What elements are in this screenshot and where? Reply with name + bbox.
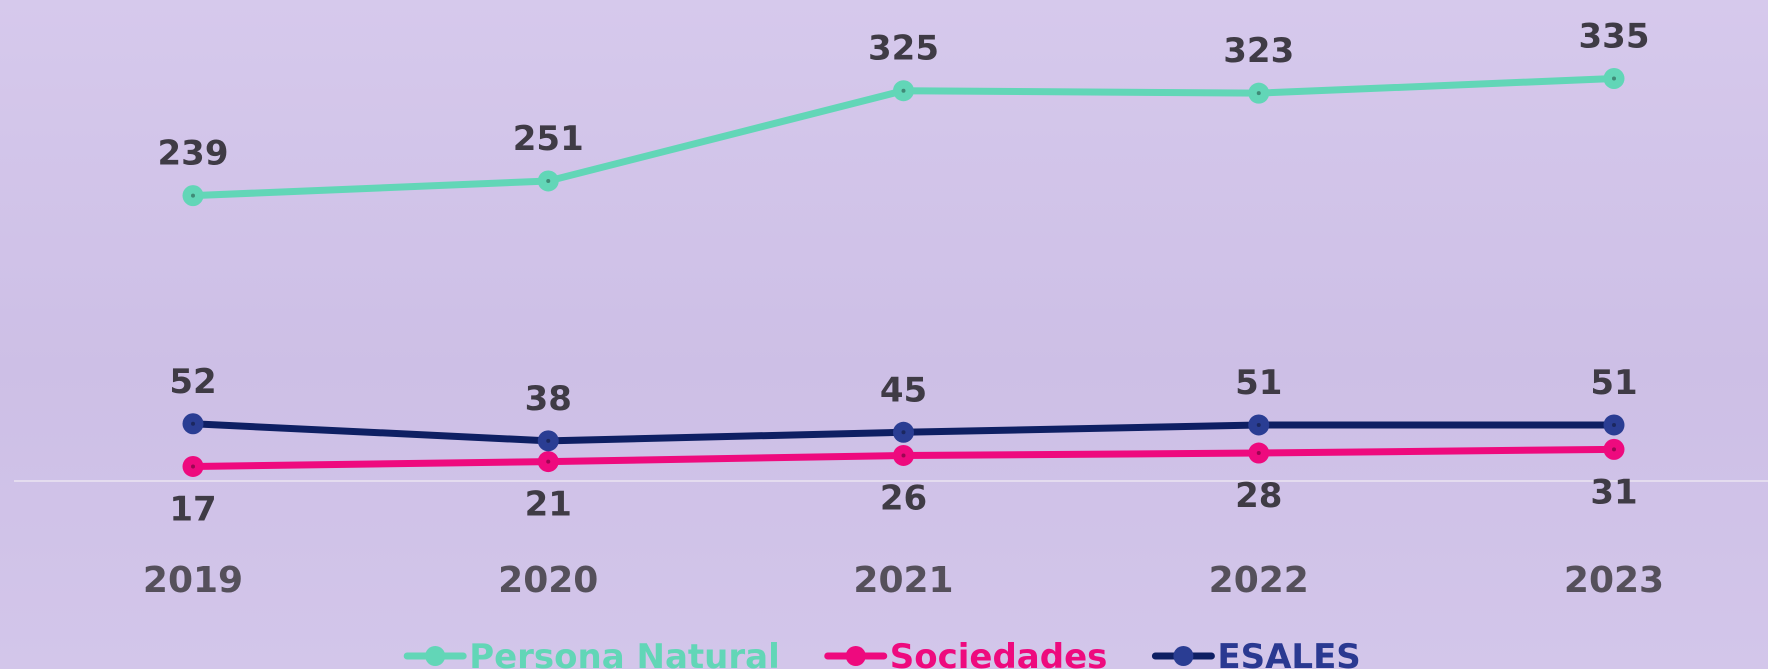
data-point-center-esales-2022 (1256, 422, 1261, 427)
data-point-persona-natural-2019 (182, 185, 204, 207)
x-tick-label-2022: 2022 (1209, 560, 1309, 601)
series-sociedades (182, 438, 1625, 477)
series-layer (182, 68, 1625, 477)
legend-label-sociedades: Sociedades (890, 637, 1108, 669)
data-point-center-esales-2021 (901, 430, 906, 435)
legend-item-persona-natural: Persona Natural (403, 637, 780, 669)
value-label-persona-natural-2021: 325 (868, 29, 939, 69)
data-point-esales-2021 (893, 421, 914, 443)
data-point-center-persona-natural-2019 (191, 193, 195, 198)
data-point-esales-2022 (1248, 414, 1270, 436)
data-point-center-sociedades-2023 (1612, 447, 1616, 452)
data-point-persona-natural-2023 (1603, 68, 1625, 89)
legend-label-persona-natural: Persona Natural (469, 637, 780, 669)
x-tick-label-2021: 2021 (853, 560, 953, 601)
value-label-persona-natural-2023: 335 (1579, 17, 1650, 57)
data-point-sociedades-2023 (1603, 438, 1625, 460)
value-label-esales-2023: 51 (1590, 363, 1637, 403)
data-point-center-persona-natural-2023 (1612, 76, 1616, 81)
data-point-center-sociedades-2019 (191, 464, 195, 469)
value-label-sociedades-2020: 21 (525, 485, 572, 525)
series-esales (182, 413, 1625, 452)
value-label-esales-2021: 45 (880, 370, 927, 410)
value-label-sociedades-2023: 31 (1590, 472, 1637, 512)
legend-swatch-marker-esales (1173, 646, 1194, 666)
data-point-center-esales-2019 (191, 421, 195, 426)
data-point-sociedades-2019 (182, 455, 204, 477)
data-point-sociedades-2020 (537, 451, 559, 473)
x-tick-label-2020: 2020 (498, 560, 598, 601)
x-tick-labels: 2019 2020 2021 2022 2023 (143, 560, 1664, 601)
legend-swatch-marker-persona-natural (425, 646, 446, 666)
data-point-persona-natural-2020 (537, 170, 559, 192)
value-label-persona-natural-2022: 323 (1223, 31, 1294, 71)
data-point-center-esales-2023 (1612, 422, 1616, 427)
data-point-esales-2020 (537, 430, 559, 452)
value-label-esales-2020: 38 (525, 379, 572, 419)
legend-label-esales: ESALES (1217, 637, 1360, 669)
value-label-persona-natural-2020: 251 (513, 119, 584, 159)
data-point-center-persona-natural-2021 (901, 88, 906, 93)
data-point-center-sociedades-2022 (1256, 451, 1261, 456)
data-point-persona-natural-2021 (893, 80, 914, 102)
data-point-esales-2019 (182, 413, 204, 435)
data-point-sociedades-2022 (1248, 442, 1270, 464)
legend: Persona Natural Sociedades ESALES (403, 637, 1361, 669)
data-point-center-sociedades-2021 (901, 453, 906, 458)
legend-swatch-marker-sociedades (845, 646, 866, 666)
value-label-persona-natural-2019: 239 (158, 134, 229, 174)
value-label-sociedades-2021: 26 (880, 478, 927, 518)
data-point-center-persona-natural-2020 (546, 178, 551, 183)
x-tick-label-2019: 2019 (143, 560, 243, 601)
series-persona-natural (182, 68, 1625, 207)
value-labels: 239 251 325 323 335 17 21 26 28 31 52 38 45 51 51 (158, 17, 1650, 530)
legend-item-esales: ESALES (1151, 637, 1361, 669)
data-point-sociedades-2021 (893, 444, 914, 466)
value-label-sociedades-2019: 17 (169, 489, 216, 529)
data-point-center-persona-natural-2022 (1256, 91, 1261, 96)
value-label-esales-2022: 51 (1235, 363, 1282, 403)
value-label-esales-2019: 52 (169, 362, 216, 402)
legend-item-sociedades: Sociedades (824, 637, 1108, 669)
data-point-center-sociedades-2020 (546, 459, 551, 464)
data-point-esales-2023 (1603, 414, 1625, 436)
x-tick-label-2023: 2023 (1564, 560, 1664, 601)
data-point-center-esales-2020 (546, 438, 551, 443)
data-point-persona-natural-2022 (1248, 82, 1270, 104)
value-label-sociedades-2022: 28 (1235, 476, 1282, 516)
